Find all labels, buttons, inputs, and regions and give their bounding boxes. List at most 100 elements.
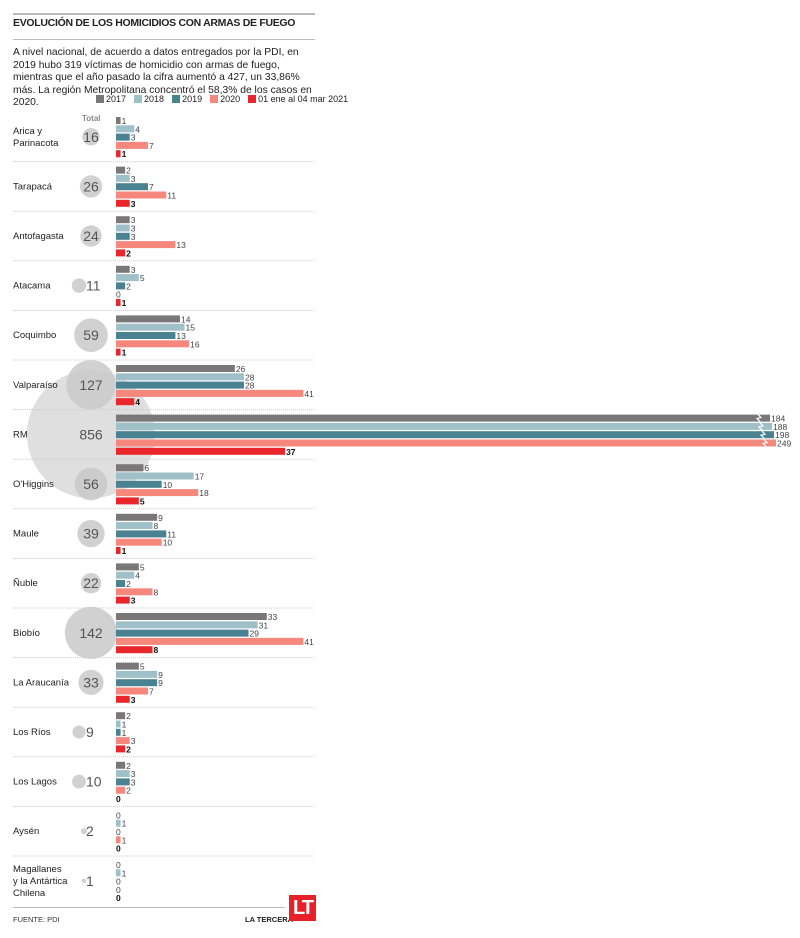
bar-2019: [116, 580, 126, 587]
bar-2018: [116, 274, 139, 282]
total-value: 56: [83, 476, 99, 492]
total-circle: [64, 606, 118, 659]
region-label: Antofagasta: [13, 231, 64, 242]
bar-01-ene-al-04-mar-2021: [116, 150, 121, 158]
value-label: 11: [167, 529, 176, 539]
bar-2020: [116, 786, 126, 794]
bar-2018: [116, 323, 185, 331]
value-label: 2: [126, 744, 131, 754]
value-label: 10: [163, 538, 173, 548]
value-label: 10: [163, 480, 173, 490]
region-label: La Araucanía: [13, 677, 70, 688]
value-label: 2: [126, 786, 131, 796]
axis-break-icon: [761, 439, 769, 447]
bar-2017: [116, 365, 235, 372]
bar-2020: [116, 340, 190, 348]
value-label: 1: [122, 348, 127, 358]
bar-01-ene-al-04-mar-2021: [116, 199, 130, 207]
value-label: 37: [286, 447, 296, 457]
value-label: 9: [158, 678, 163, 688]
bar-2020: [116, 191, 167, 199]
value-label: 2: [126, 281, 131, 291]
value-label: 14: [181, 314, 191, 324]
value-label: 1: [122, 835, 127, 845]
bar-2019: [116, 232, 130, 240]
value-label: 0: [116, 893, 121, 903]
bar-01-ene-al-04-mar-2021: [116, 646, 153, 654]
bar-2017: [116, 563, 139, 571]
bar-2018: [116, 720, 121, 728]
total-value: 33: [83, 674, 99, 690]
bar-2018: [116, 670, 158, 678]
value-label: 2: [126, 579, 131, 589]
value-label: 8: [154, 645, 159, 655]
value-label: 3: [131, 265, 136, 275]
legend-swatch: [210, 95, 219, 103]
total-value: 10: [86, 774, 102, 790]
value-label: 3: [131, 199, 136, 209]
value-label: 11: [167, 191, 176, 201]
bar-01-ene-al-04-mar-2021: [116, 547, 121, 554]
legend-item-3: 2020: [210, 94, 240, 104]
bar-2020: [116, 241, 176, 249]
region-row: La Araucanía 33 5 997 3: [13, 662, 315, 708]
bar-2018: [116, 621, 258, 629]
bar-2020: [116, 538, 162, 546]
bar-01-ene-al-04-mar-2021: [116, 249, 126, 257]
value-label: 3: [131, 174, 136, 184]
legend-swatch: [172, 95, 181, 103]
title-rule: [13, 39, 315, 40]
legend-item-2: 2019: [172, 94, 202, 104]
total-value: 26: [83, 178, 99, 194]
source-note: FUENTE: PDI: [13, 915, 60, 924]
axis-break-icon: [759, 430, 767, 439]
value-label: 13: [176, 331, 186, 341]
value-label: 7: [149, 141, 154, 151]
value-label: 4: [135, 397, 140, 407]
value-label: 28: [245, 372, 255, 382]
axis-break-icon: [757, 422, 765, 431]
bar-2018: [116, 422, 772, 430]
value-label: 5: [140, 496, 145, 506]
bar-2018: [116, 472, 194, 480]
legend-label: 2018: [144, 94, 165, 104]
legend-label: 2019: [182, 94, 203, 104]
value-label: 3: [131, 769, 136, 779]
bar-01-ene-al-04-mar-2021: [116, 745, 126, 753]
value-label: 3: [131, 736, 136, 746]
total-circle: [80, 828, 88, 835]
bar-2019: [116, 728, 121, 736]
total-circle: [81, 878, 87, 883]
value-label: 3: [131, 215, 136, 225]
value-label: 188: [773, 422, 787, 432]
value-label: 41: [304, 389, 314, 399]
value-label: 13: [176, 240, 186, 250]
value-label: 33: [268, 612, 278, 622]
bar-01-ene-al-04-mar-2021: [116, 596, 130, 604]
region-label: Aysén: [13, 826, 39, 837]
value-label: 0: [116, 877, 121, 887]
bar-2017: [116, 464, 144, 472]
region-label: Atacama: [13, 281, 51, 292]
value-label: 18: [199, 488, 209, 498]
total-circle: [72, 725, 86, 739]
legend-label: 2020: [220, 94, 241, 104]
total-value: 16: [83, 129, 99, 145]
bar-01-ene-al-04-mar-2021: [116, 497, 139, 505]
total-value: 2: [86, 823, 94, 839]
chart-title: EVOLUCIÓN DE LOS HOMICIDIOS CON ARMAS DE…: [13, 17, 296, 29]
la-tercera-logo: LT: [289, 895, 316, 921]
bar-2020: [116, 687, 148, 695]
value-label: 1: [122, 298, 127, 308]
region-label: RM: [13, 429, 28, 440]
bar-2017: [116, 166, 126, 174]
value-label: 9: [158, 513, 163, 523]
